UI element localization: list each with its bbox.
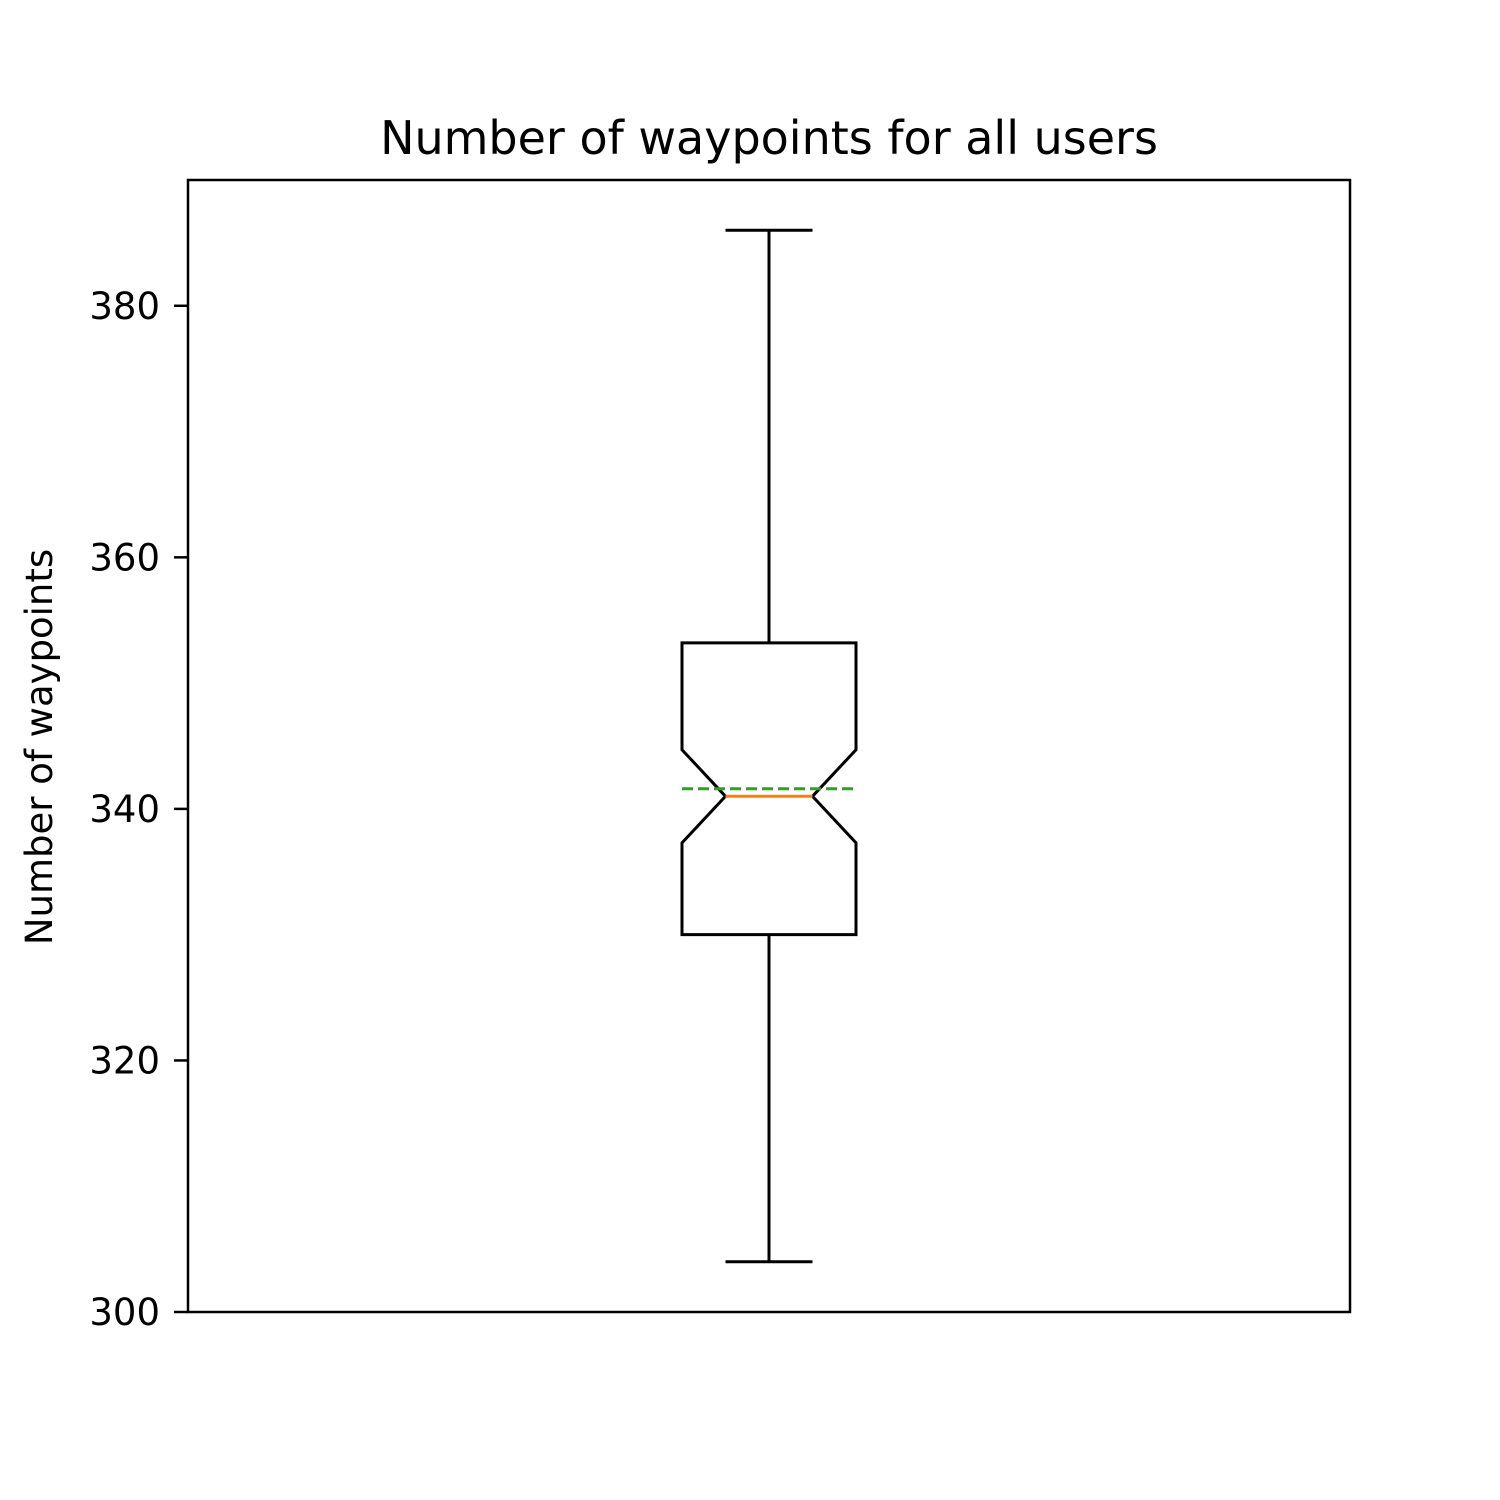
y-tick-label: 340 [89,788,160,831]
plot-frame [186,178,1352,1314]
y-tick-label: 380 [89,285,160,328]
y-axis-ticks: 300 320 340 360 380 [89,285,188,1334]
box-plots [680,228,858,1264]
y-tick-label: 300 [89,1291,160,1334]
chart-title: Number of waypoints for all users [380,111,1158,165]
y-tick-label: 360 [89,536,160,579]
y-axis-label: Number of waypoints [18,549,61,945]
notched-box [680,641,858,937]
y-tick-label: 320 [89,1039,160,1082]
